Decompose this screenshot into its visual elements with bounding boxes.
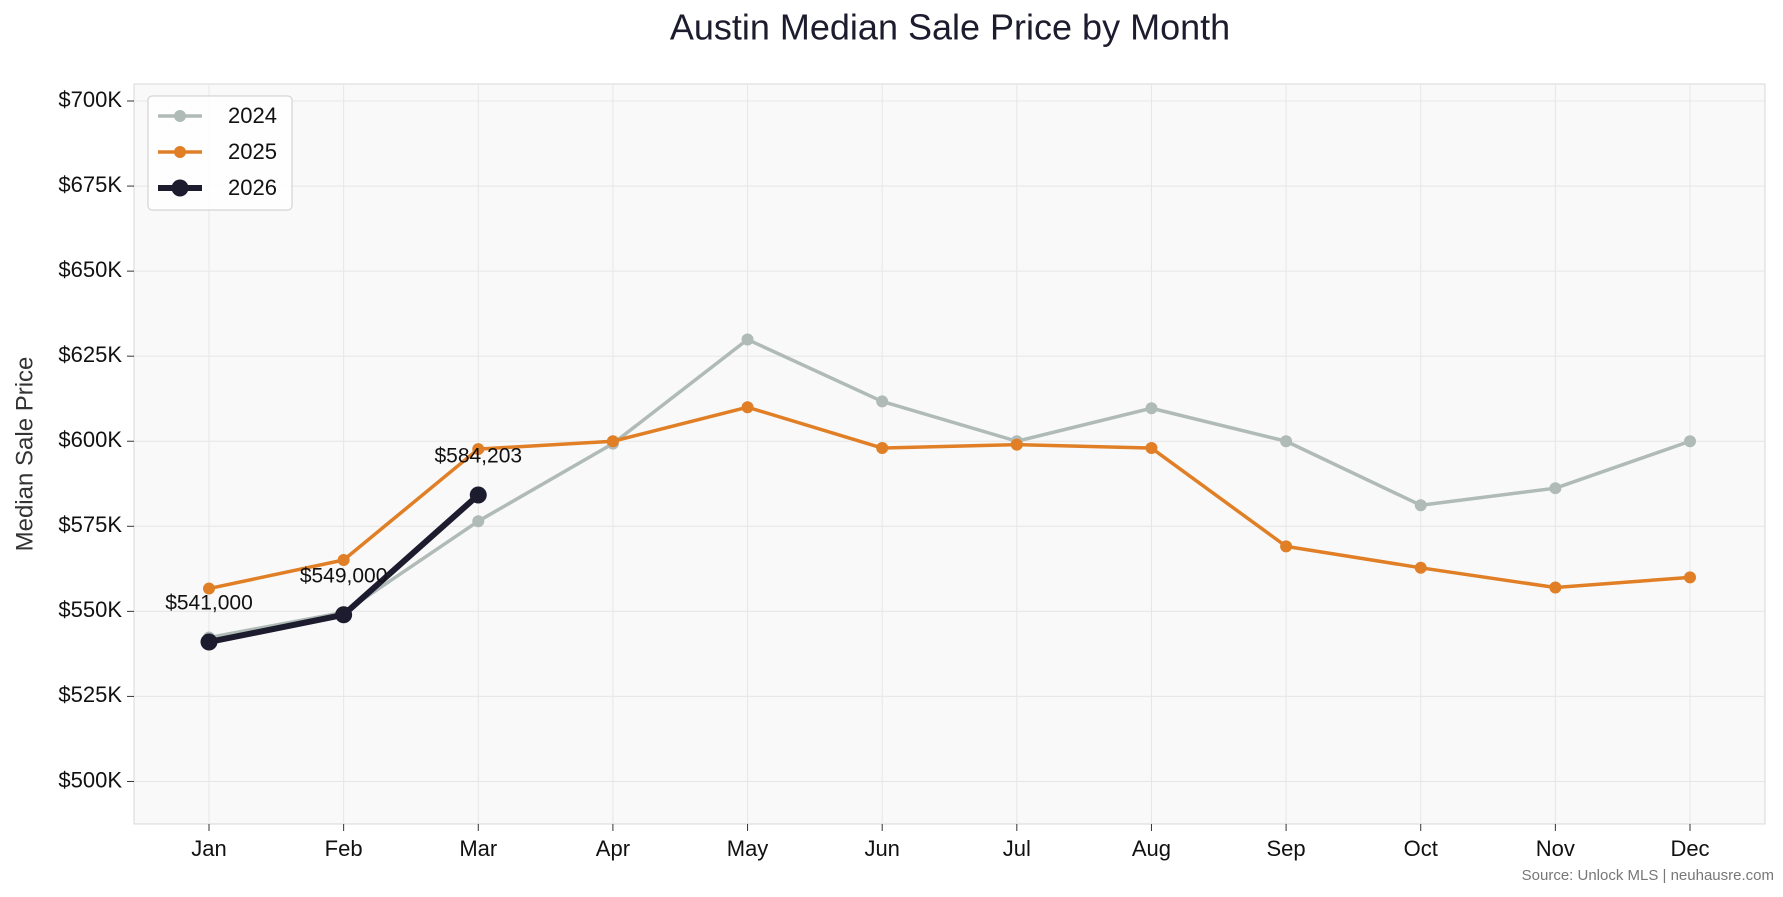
x-tick-label: Jun [864, 836, 899, 861]
data-point [876, 442, 889, 455]
x-tick-label: Aug [1132, 836, 1171, 861]
data-point [741, 401, 754, 414]
x-tick-label: Apr [596, 836, 630, 861]
x-tick-label: Jul [1003, 836, 1031, 861]
x-tick-label: Mar [459, 836, 497, 861]
data-point [1414, 561, 1427, 574]
x-tick-label: Dec [1670, 836, 1709, 861]
data-point [1549, 482, 1562, 495]
data-point [1145, 402, 1158, 415]
x-tick-label: Oct [1404, 836, 1438, 861]
data-label: $549,000 [300, 564, 388, 587]
legend-label: 2025 [228, 139, 277, 164]
x-tick-label: Nov [1536, 836, 1575, 861]
x-tick-label: May [727, 836, 769, 861]
chart-title: Austin Median Sale Price by Month [670, 7, 1230, 48]
y-tick-label: $650K [58, 257, 122, 282]
y-tick-label: $500K [58, 767, 122, 792]
data-point [1280, 540, 1293, 553]
data-point [472, 515, 485, 528]
data-point [337, 553, 350, 566]
data-point [1549, 581, 1562, 594]
data-label: $541,000 [165, 592, 253, 615]
y-tick-label: $550K [58, 597, 122, 622]
legend-label: 2026 [228, 175, 277, 200]
data-point [1010, 438, 1023, 451]
data-point [1280, 435, 1293, 448]
y-tick-label: $625K [58, 342, 122, 367]
source-note: Source: Unlock MLS | neuhausre.com [1522, 867, 1774, 884]
y-tick-label: $700K [58, 87, 122, 112]
y-axis-label: Median Sale Price [11, 357, 38, 552]
series-line [208, 337, 1691, 640]
data-point [606, 435, 619, 448]
x-tick-label: Jan [191, 836, 226, 861]
series-line [208, 405, 1691, 591]
y-tick-label: $675K [58, 172, 122, 197]
legend-label: 2024 [228, 103, 277, 128]
y-tick-label: $575K [58, 512, 122, 537]
legend: 2024 2025 2026 [147, 95, 293, 211]
legend-marker [171, 179, 189, 197]
legend-marker [174, 110, 186, 122]
data-point [335, 606, 353, 624]
data-point [1145, 442, 1158, 455]
data-label: $584,203 [434, 445, 522, 468]
data-point [741, 333, 754, 346]
y-tick-label: $600K [58, 427, 122, 452]
data-point [469, 486, 487, 504]
data-point [1684, 571, 1696, 584]
data-point [876, 395, 889, 408]
data-point [1684, 435, 1696, 448]
x-tick-label: Feb [325, 836, 363, 861]
plot-area [133, 83, 1766, 825]
legend-marker [174, 146, 186, 158]
data-point [203, 582, 215, 595]
data-point [200, 633, 218, 651]
x-tick-label: Sep [1267, 836, 1306, 861]
data-point [1414, 499, 1427, 512]
y-tick-label: $525K [58, 682, 122, 707]
data-point [472, 443, 485, 456]
